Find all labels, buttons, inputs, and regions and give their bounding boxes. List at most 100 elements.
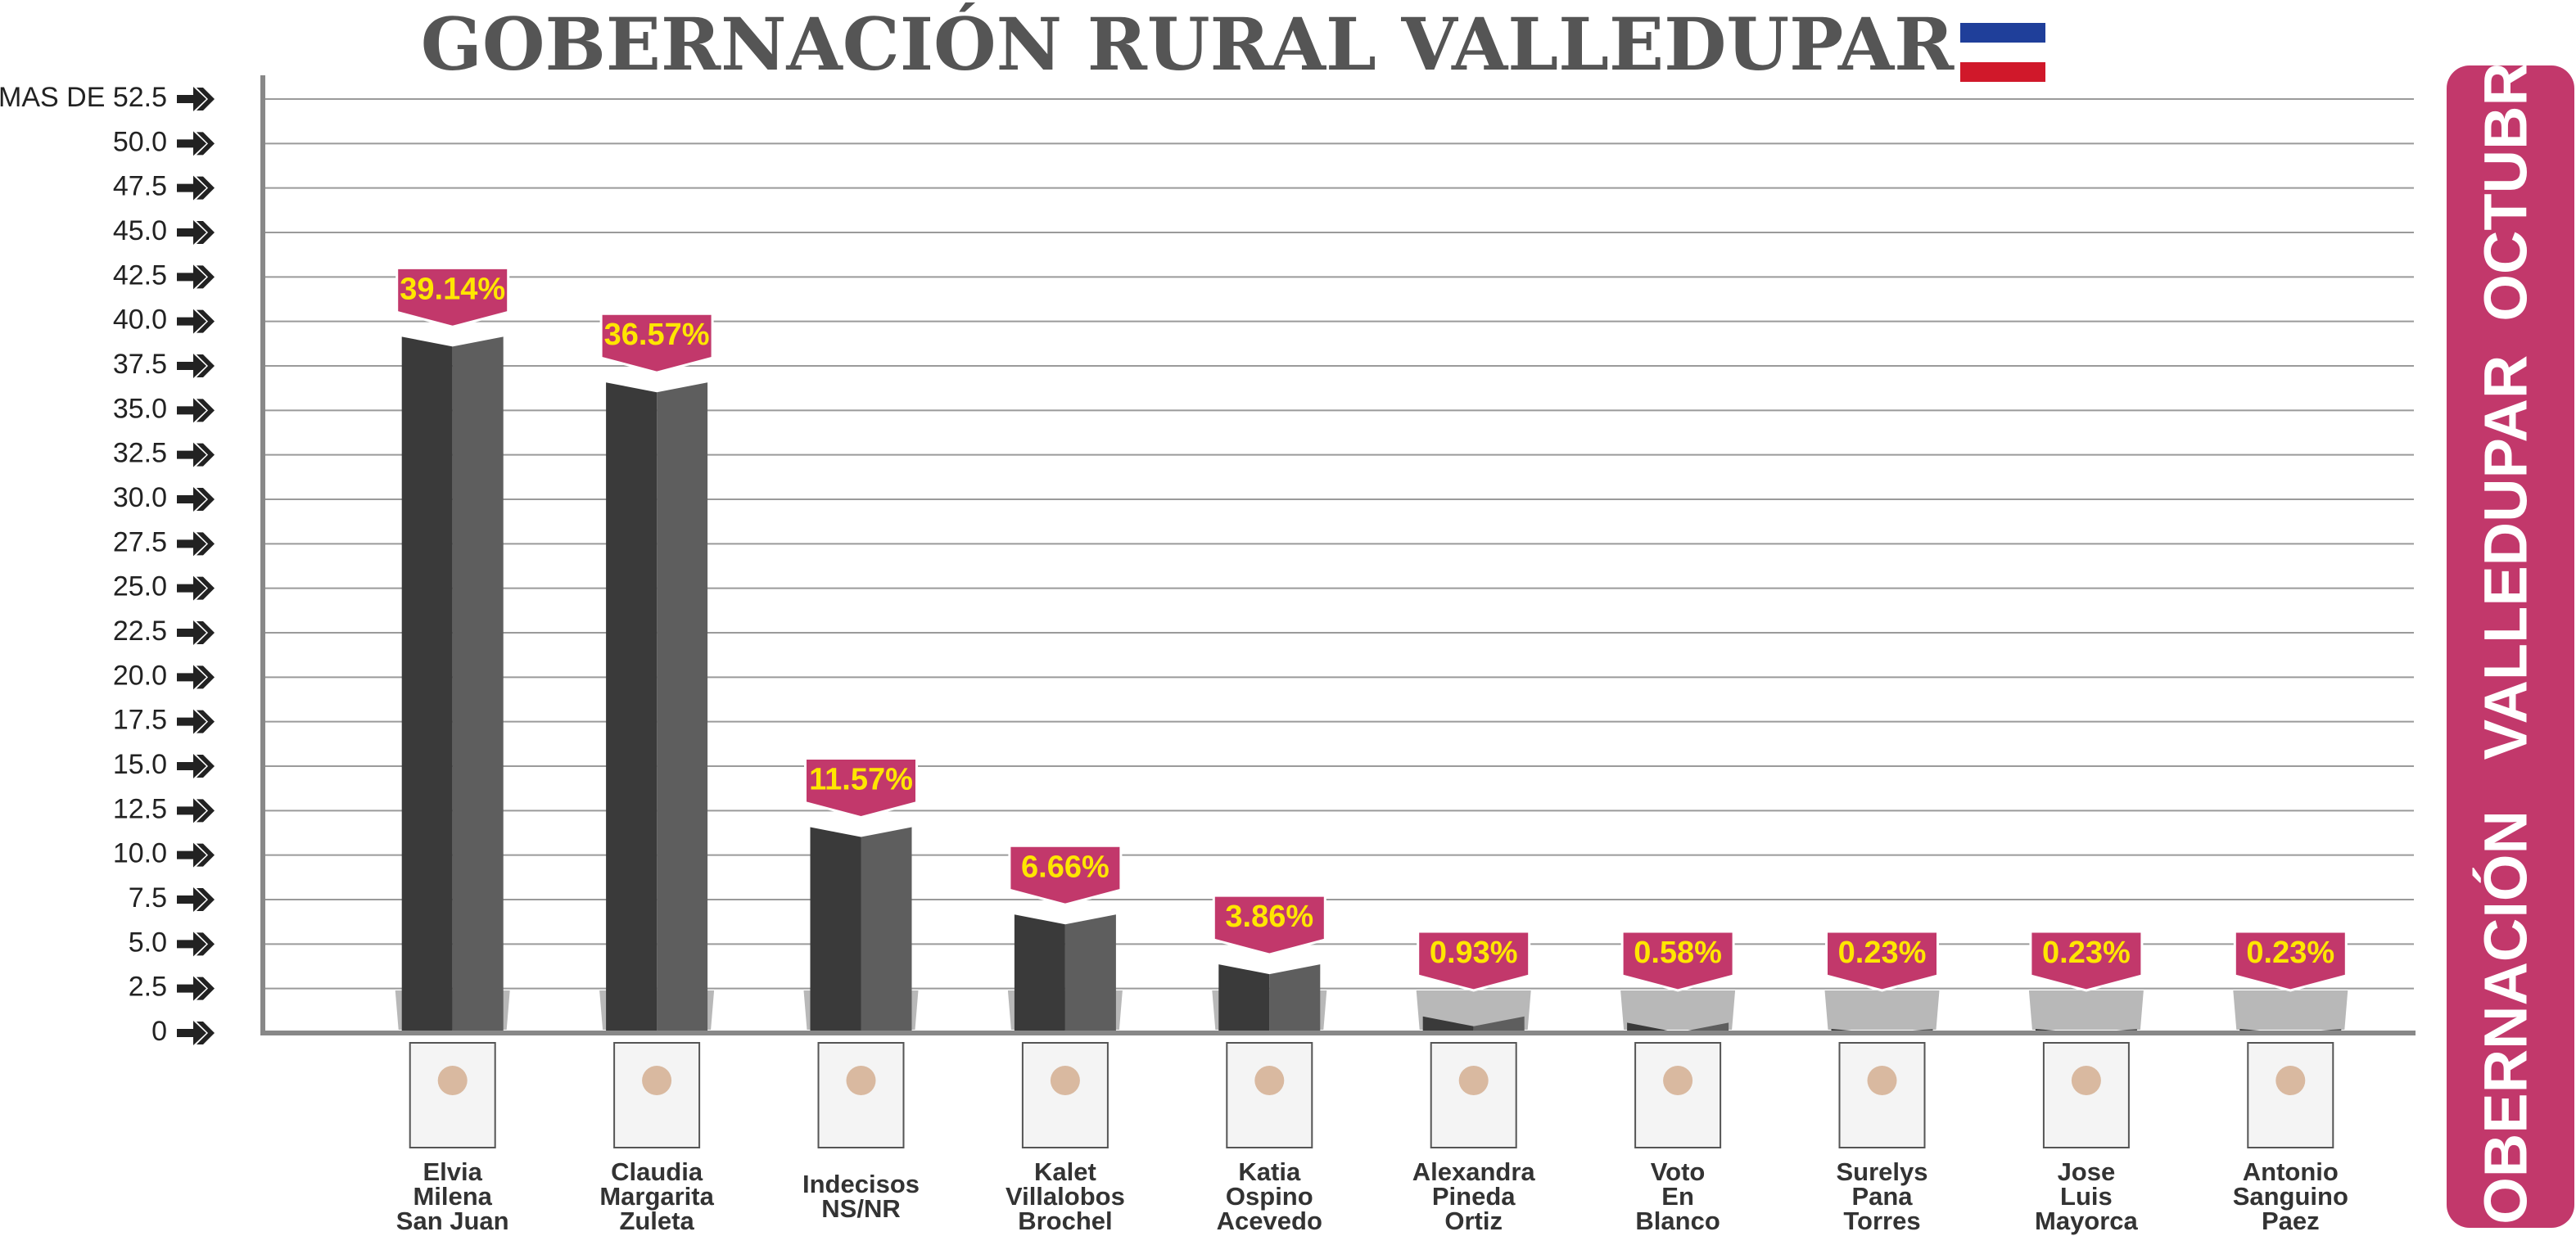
y-tick-label: 22.5 bbox=[113, 616, 167, 647]
photo-figure bbox=[846, 1066, 876, 1095]
y-tick-label: 35.0 bbox=[113, 393, 167, 424]
x-tick-label: Mayorca bbox=[2035, 1207, 2139, 1235]
tick-arrow bbox=[177, 398, 215, 423]
value-label: 0.58% bbox=[1634, 936, 1722, 970]
y-tick-label: 25.0 bbox=[113, 571, 167, 602]
y-tick-label: 15.0 bbox=[113, 749, 167, 780]
x-tick-label: Milena bbox=[413, 1182, 492, 1211]
candidate-photo bbox=[613, 1042, 701, 1148]
bar bbox=[1218, 964, 1321, 1033]
x-tick-label: Brochel bbox=[1018, 1207, 1112, 1235]
value-label-box bbox=[1212, 894, 1326, 956]
x-tick-label: Kalet bbox=[1034, 1157, 1096, 1186]
photo-figure bbox=[642, 1066, 672, 1095]
tick-arrow bbox=[177, 887, 215, 912]
value-label: 0.23% bbox=[2042, 936, 2131, 970]
y-tick-label: 20.0 bbox=[113, 660, 167, 691]
tick-arrow bbox=[177, 175, 215, 201]
bar-face-left bbox=[1218, 964, 1270, 1033]
x-tick-label: Jose bbox=[2058, 1157, 2116, 1186]
x-tick-label: Acevedo bbox=[1217, 1207, 1322, 1235]
tick-arrow bbox=[177, 798, 215, 823]
value-label-box bbox=[1008, 844, 1123, 906]
x-tick-label: Antonio bbox=[2243, 1157, 2339, 1186]
y-tick-label: 0 bbox=[151, 1016, 167, 1047]
y-tick-label: 42.5 bbox=[113, 259, 167, 291]
y-tick-label: 37.5 bbox=[113, 349, 167, 380]
value-label-box bbox=[1417, 930, 1531, 992]
bar-shadow bbox=[1824, 990, 1940, 1030]
bar-face-right bbox=[861, 827, 912, 1033]
x-tick-label: Ortiz bbox=[1444, 1207, 1503, 1235]
tick-arrow bbox=[177, 709, 215, 734]
x-tick-label: Margarita bbox=[599, 1182, 714, 1211]
value-label-box bbox=[1825, 930, 1939, 992]
x-tick-label: Alexandra bbox=[1412, 1157, 1536, 1186]
value-label: 0.23% bbox=[2246, 936, 2334, 970]
bar-face-left bbox=[1014, 914, 1065, 1033]
value-label: 0.93% bbox=[1430, 936, 1518, 970]
side-panel bbox=[2447, 65, 2574, 1228]
y-tick-label: MAS DE 52.5 bbox=[0, 82, 167, 113]
x-tick-label: Voto bbox=[1651, 1157, 1706, 1186]
bar bbox=[1014, 914, 1116, 1033]
photo-figure bbox=[1663, 1066, 1693, 1095]
side-title: GOBERNACIÓN VALLEDUPAR OCTUBRE bbox=[2472, 22, 2540, 1236]
bar-face-left bbox=[606, 382, 658, 1033]
tick-arrow bbox=[177, 932, 215, 957]
bar-face-right bbox=[1269, 964, 1321, 1033]
value-label-box bbox=[804, 757, 918, 819]
bar bbox=[810, 827, 912, 1033]
value-label-box bbox=[2029, 930, 2144, 992]
bar-face-left bbox=[810, 827, 861, 1033]
bar-face-right bbox=[1064, 914, 1116, 1033]
bar-shadow bbox=[1620, 990, 1736, 1030]
x-tick-label: Torres bbox=[1843, 1207, 1920, 1235]
value-label-box bbox=[1620, 930, 1735, 992]
x-tick-label: Blanco bbox=[1635, 1207, 1720, 1235]
y-tick-label: 30.0 bbox=[113, 482, 167, 513]
bar-face-right bbox=[657, 382, 708, 1033]
value-label-box bbox=[599, 312, 714, 374]
tick-arrow bbox=[177, 976, 215, 1001]
y-tick-label: 2.5 bbox=[129, 972, 167, 1003]
y-tick-label: 17.5 bbox=[113, 705, 167, 736]
bar bbox=[401, 336, 504, 1034]
x-tick-label: Luis bbox=[2060, 1182, 2113, 1211]
x-tick-label: Surelys bbox=[1836, 1157, 1927, 1186]
flag bbox=[1960, 23, 2045, 82]
value-label-box bbox=[2233, 930, 2348, 992]
x-tick-label: Pineda bbox=[1432, 1182, 1516, 1211]
y-tick-label: 45.0 bbox=[113, 215, 167, 246]
x-tick-label: NS/NR bbox=[821, 1194, 900, 1223]
x-tick-label: Indecisos bbox=[802, 1170, 920, 1198]
y-tick-label: 10.0 bbox=[113, 838, 167, 869]
photo-figure bbox=[1254, 1066, 1285, 1095]
photo-figure bbox=[1458, 1066, 1489, 1095]
x-tick-label: Villalobos bbox=[1006, 1182, 1125, 1211]
tick-arrow bbox=[177, 131, 215, 156]
tick-arrow bbox=[177, 1021, 215, 1045]
bar-face-right bbox=[1678, 1022, 1729, 1033]
x-tick-label: Sanguino bbox=[2233, 1182, 2348, 1211]
x-tick-label: Claudia bbox=[611, 1157, 703, 1186]
tick-arrow bbox=[177, 87, 215, 111]
tick-arrow bbox=[177, 220, 215, 245]
y-tick-label: 12.5 bbox=[113, 793, 167, 824]
value-label-box bbox=[395, 266, 510, 328]
tick-arrow bbox=[177, 264, 215, 290]
y-tick-label: 47.5 bbox=[113, 171, 167, 202]
photo-figure bbox=[1867, 1066, 1897, 1095]
y-tick-label: 40.0 bbox=[113, 304, 167, 336]
x-tick-label: Katia bbox=[1238, 1157, 1301, 1186]
tick-arrow bbox=[177, 487, 215, 512]
tick-arrow bbox=[177, 842, 215, 868]
bar-face-left bbox=[401, 336, 453, 1034]
tick-arrow bbox=[177, 620, 215, 645]
photo-figure bbox=[2275, 1066, 2306, 1095]
bar bbox=[1627, 1022, 1729, 1033]
tick-arrow bbox=[177, 665, 215, 690]
y-tick-label: 5.0 bbox=[129, 927, 167, 958]
